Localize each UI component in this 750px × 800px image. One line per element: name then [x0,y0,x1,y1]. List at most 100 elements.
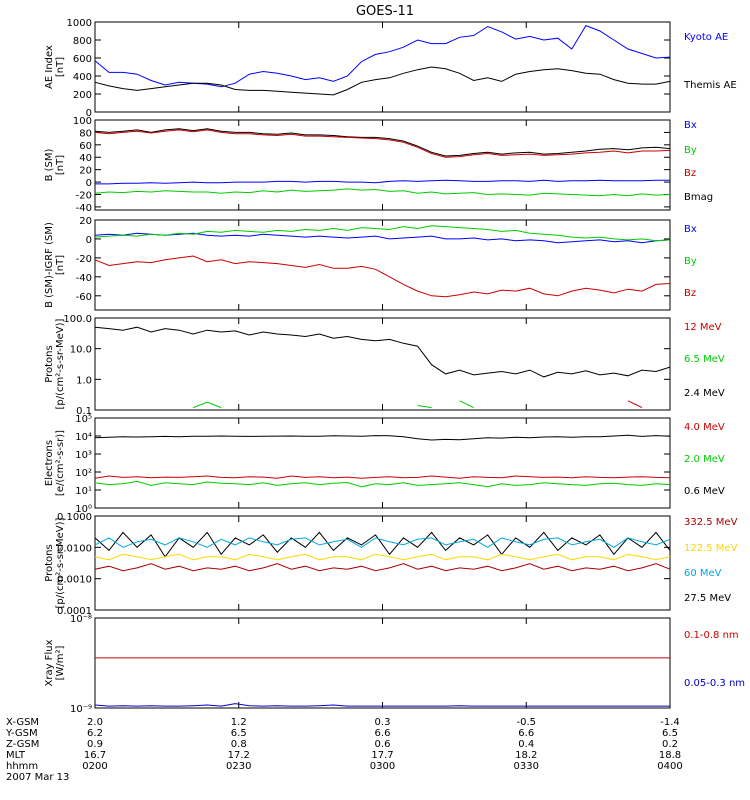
legend-entry: 0.6 MeV [684,486,725,497]
x-tick-label: 0400 [657,761,682,772]
x-tick-label: 17.2 [228,750,250,761]
x-tick-label: 0.3 [375,717,391,728]
y-axis-label: [nT] [55,255,66,275]
legend-entry: 0.05-0.3 nm [684,678,745,689]
y-tick-label: 10³ [75,450,92,461]
panel-bdiff: -60 -40 -20 0 20 B (SM)-IGRF (SM) [nT] Bx By Bz [44,216,697,311]
y-tick-label: 10¹ [75,486,92,497]
series-bz [94,255,671,298]
panel-frame [94,119,671,211]
y-axis-label: Electrons [44,440,55,486]
series-bmag [94,128,671,157]
y-tick-label: 20 [79,166,92,177]
legend-entry: Bx [684,224,697,235]
y-tick-label: -60 [76,292,92,303]
panel-frame [94,317,671,411]
series-122-5-mev [94,553,671,561]
y-tick-label: 60 [79,141,92,152]
series-by [94,188,671,197]
legend-entry: 12 MeV [684,322,722,333]
y-axis-label: Xray Flux [44,639,55,686]
x-tick-label: 0.8 [231,739,247,750]
panel-frame [94,515,671,611]
y-tick-label: 200 [73,90,92,101]
legend-entry: 122.5 MeV [684,543,738,554]
y-tick-label: 10⁰ [75,504,92,515]
x-tick-label: 17.7 [371,750,393,761]
y-tick-label: 80 [79,128,92,139]
series-0-05-0-3-nm [94,703,670,707]
y-axis-label: B (SM) [44,148,55,181]
y-tick-label: 1.0 [76,375,92,386]
x-tick-label: 16.7 [84,750,106,761]
series-60-mev [94,537,671,548]
panel-xray: 10⁻⁹ 10⁻⁸ Xray Flux [W/m²] 0.1-0.8 nm 0.05-0.… [44,614,745,715]
x-tick-label: 0230 [226,761,251,772]
y-tick-label: 100.0 [63,314,92,325]
legend-entry: Bz [684,288,696,299]
series-6-5-mev [193,401,670,408]
series-0-6-mev [94,434,671,441]
y-tick-label: 100 [73,116,92,127]
x-row-label: Z-GSM [6,739,39,750]
legend-entry: 332.5 MeV [684,517,738,528]
y-axis-label: [p/(cm²-s-sr-MeV)] [55,517,66,608]
legend-entry: Kyoto AE [684,32,728,43]
x-tick-label: 0200 [82,761,107,772]
panel-frame [94,417,671,509]
x-row-label: hhmm [6,761,38,772]
series-by [94,225,671,242]
y-tick-label: 0 [86,108,92,119]
date-label: 2007 Mar 13 [6,772,69,783]
y-tick-label: 0.0010 [57,575,92,586]
legend-entry: Bz [684,168,696,179]
series-bx [94,232,671,244]
legend-entry: By [684,256,697,267]
legend-entry: 60 MeV [684,568,722,579]
x-tick-label: -1.4 [660,717,680,728]
x-row-label: X-GSM [6,717,39,728]
y-tick-label: 0.0001 [57,606,92,617]
y-axis-label: [e/(cm²-s-sr)] [55,430,66,496]
y-tick-label: -20 [76,254,92,265]
legend-entry: By [684,145,697,156]
y-tick-label: -40 [76,203,92,214]
legend-entry: 6.5 MeV [684,354,725,365]
x-tick-label: -0.5 [516,717,536,728]
series-2-4-mev [94,326,671,378]
x-row-label: Y-GSM [5,728,38,739]
x-tick-label: 2.0 [87,717,103,728]
y-axis-label: [W/m²] [55,645,66,680]
legend-entry: 2.0 MeV [684,454,725,465]
legend-entry: 27.5 MeV [684,593,731,604]
legend-entry: Themis AE [683,80,737,91]
x-tick-label: 18.2 [515,750,537,761]
legend-entry: 0.1-0.8 nm [684,630,739,641]
y-axis-label: [nT] [55,57,66,77]
y-axis-label: Protons [44,544,55,581]
x-tick-label: 18.8 [659,750,681,761]
series-bz [94,129,671,158]
y-tick-label: 0 [86,235,92,246]
series-2-0-mev [94,480,671,488]
panel-electrons: 10⁰ 10¹ 10² 10³ 10⁴ 10⁵ Electrons [e/(cm²-s-sr)… [44,414,725,515]
series-kyoto-ae [94,24,671,88]
legend-entry: 4.0 MeV [684,422,725,433]
y-axis-label: [p/(cm²-s-sr-MeV)] [55,318,66,409]
y-tick-label: 0.1 [76,406,92,417]
x-tick-label: 6.5 [662,728,678,739]
y-tick-label: 10⁵ [75,414,92,425]
panel-frame [94,617,671,709]
series-12-mev [628,401,670,408]
x-tick-label: 1.2 [231,717,247,728]
series-27-5-mev [94,531,671,558]
legend-entry: 2.4 MeV [684,388,725,399]
series-bx [95,179,670,185]
y-tick-label: 10⁻⁹ [70,704,92,715]
legend-entry: Bx [684,120,697,131]
series-themis-ae [94,66,671,96]
legend-entry: Bmag [684,192,713,203]
x-row-label: MLT [6,750,26,761]
